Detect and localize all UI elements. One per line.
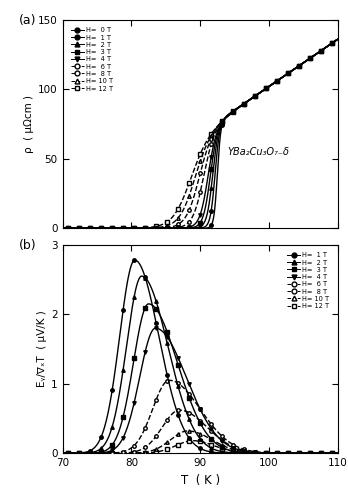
Text: YBa₂Cu₃O₇₋δ: YBa₂Cu₃O₇₋δ [228, 147, 290, 157]
Y-axis label: Eᵧ/∇ₓT  ( μV/K ): Eᵧ/∇ₓT ( μV/K ) [37, 311, 47, 387]
Legend: H=  0 T, H=  1 T, H=  2 T, H=  3 T, H=  4 T, H=  6 T, H=  8 T, H= 10 T, H= 12 T: H= 0 T, H= 1 T, H= 2 T, H= 3 T, H= 4 T, … [69, 25, 115, 94]
Legend: H=  1 T, H=  2 T, H=  3 T, H=  4 T, H=  6 T, H=  8 T, H= 10 T, H= 12 T: H= 1 T, H= 2 T, H= 3 T, H= 4 T, H= 6 T, … [285, 250, 332, 311]
X-axis label: T  ( K ): T ( K ) [181, 474, 220, 487]
Y-axis label: ρ  ( μΩcm ): ρ ( μΩcm ) [24, 95, 34, 153]
Text: (a): (a) [19, 14, 36, 27]
Text: (b): (b) [19, 239, 36, 252]
